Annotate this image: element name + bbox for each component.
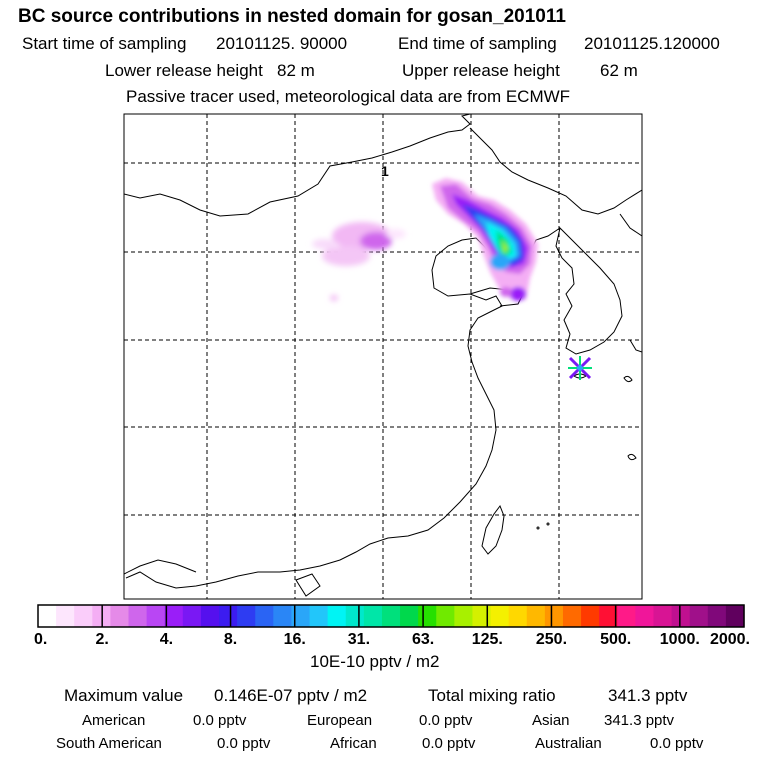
- colorbar-cell: [381, 605, 401, 627]
- region-value: 0.0 pptv: [650, 735, 704, 752]
- colorbar-cell: [400, 605, 419, 627]
- colorbar-cell: [128, 605, 148, 627]
- region-value: 0.0 pptv: [419, 712, 473, 729]
- colorbar-cell: [599, 605, 618, 627]
- tracer-note: Passive tracer used, meteorological data…: [126, 87, 571, 106]
- plot-title: BC source contributions in nested domain…: [18, 6, 566, 27]
- colorbar-cell: [182, 605, 202, 627]
- colorbar-cell: [309, 605, 329, 627]
- colorbar-ticks: 0. 2. 4. 8. 16. 31. 63. 125. 250. 500. 1000. 2000.: [34, 605, 750, 648]
- colorbar-tick-label: 0.: [34, 631, 47, 648]
- colorbar-cell: [671, 605, 691, 627]
- region-name: European: [307, 712, 373, 729]
- colorbar-unit-label: 10E-10 pptv / m2: [310, 652, 440, 671]
- colorbar-cell: [74, 605, 93, 627]
- colorbar-cell: [219, 605, 238, 627]
- colorbar-tick-label: 2000.: [710, 631, 750, 648]
- colorbar-cell: [707, 605, 727, 627]
- max-value: 0.146E-07 pptv / m2: [214, 686, 368, 705]
- region-value: 0.0 pptv: [422, 735, 476, 752]
- upper-height-label: Upper release height: [402, 61, 560, 80]
- region-name: American: [82, 712, 146, 729]
- grid-label: 1: [381, 163, 389, 179]
- colorbar-tick-label: 125.: [472, 631, 503, 648]
- grid-lines: [124, 114, 642, 599]
- region-name: Australian: [535, 735, 602, 752]
- end-time-label: End time of sampling: [398, 34, 557, 53]
- receptor-marker: [568, 356, 592, 380]
- region-value: 0.0 pptv: [193, 712, 247, 729]
- colorbar-cell: [544, 605, 564, 627]
- start-time-value: 20101125. 90000: [216, 34, 348, 53]
- end-time-value: 20101125.120000: [584, 34, 720, 53]
- colorbar-cell: [237, 605, 256, 627]
- colorbar-cell: [617, 605, 636, 627]
- region-value: 341.3 pptv: [604, 712, 675, 729]
- colorbar-tick-label: 63.: [412, 631, 434, 648]
- colorbar-cell: [689, 605, 709, 627]
- colorbar-cell: [56, 605, 75, 627]
- colorbar-tick-label: 4.: [160, 631, 173, 648]
- colorbar-tick-label: 250.: [536, 631, 567, 648]
- total-mixing-value: 341.3 pptv: [608, 686, 688, 705]
- colorbar-tick-label: 16.: [284, 631, 306, 648]
- plume-main: [432, 178, 538, 301]
- plume-west: [312, 222, 406, 301]
- colorbar-tick-label: 31.: [348, 631, 370, 648]
- colorbar-cell: [255, 605, 274, 627]
- colorbar-cell: [327, 605, 347, 627]
- total-mixing-label: Total mixing ratio: [428, 686, 556, 705]
- colorbar-cell: [454, 605, 474, 627]
- colorbar-cell: [291, 605, 311, 627]
- region-name: African: [330, 735, 377, 752]
- colorbar: [37, 604, 745, 628]
- colorbar-tick-label: 500.: [600, 631, 631, 648]
- region-value: 0.0 pptv: [217, 735, 271, 752]
- colorbar-tick-label: 1000.: [660, 631, 700, 648]
- region-name: Asian: [532, 712, 570, 729]
- colorbar-cell: [562, 605, 582, 627]
- colorbar-cell: [345, 605, 365, 627]
- colorbar-cell: [635, 605, 655, 627]
- max-value-label: Maximum value: [64, 686, 184, 705]
- colorbar-cell: [110, 605, 130, 627]
- start-time-label: Start time of sampling: [22, 34, 187, 53]
- colorbar-cell: [363, 605, 383, 627]
- colorbar-cell: [38, 605, 57, 627]
- colorbar-cell: [653, 605, 673, 627]
- colorbar-cell: [508, 605, 528, 627]
- colorbar-cell: [472, 605, 492, 627]
- colorbar-cell: [418, 605, 437, 627]
- lower-height-value: 82 m: [277, 61, 315, 80]
- lower-height-label: Lower release height: [105, 61, 263, 80]
- colorbar-cell: [436, 605, 455, 627]
- colorbar-cell: [164, 605, 184, 627]
- colorbar-cell: [273, 605, 293, 627]
- colorbar-cell: [526, 605, 546, 627]
- colorbar-cell: [725, 605, 745, 627]
- colorbar-cell: [490, 605, 510, 627]
- map-frame: [123, 113, 643, 600]
- region-name: South American: [56, 735, 162, 752]
- colorbar-frame: [37, 604, 745, 628]
- colorbar-tick-label: 8.: [224, 631, 237, 648]
- colorbar-cell: [200, 605, 220, 627]
- upper-height-value: 62 m: [600, 61, 638, 80]
- colorbar-cell: [146, 605, 166, 627]
- colorbar-tick-label: 2.: [96, 631, 109, 648]
- colorbar-cell: [581, 605, 600, 627]
